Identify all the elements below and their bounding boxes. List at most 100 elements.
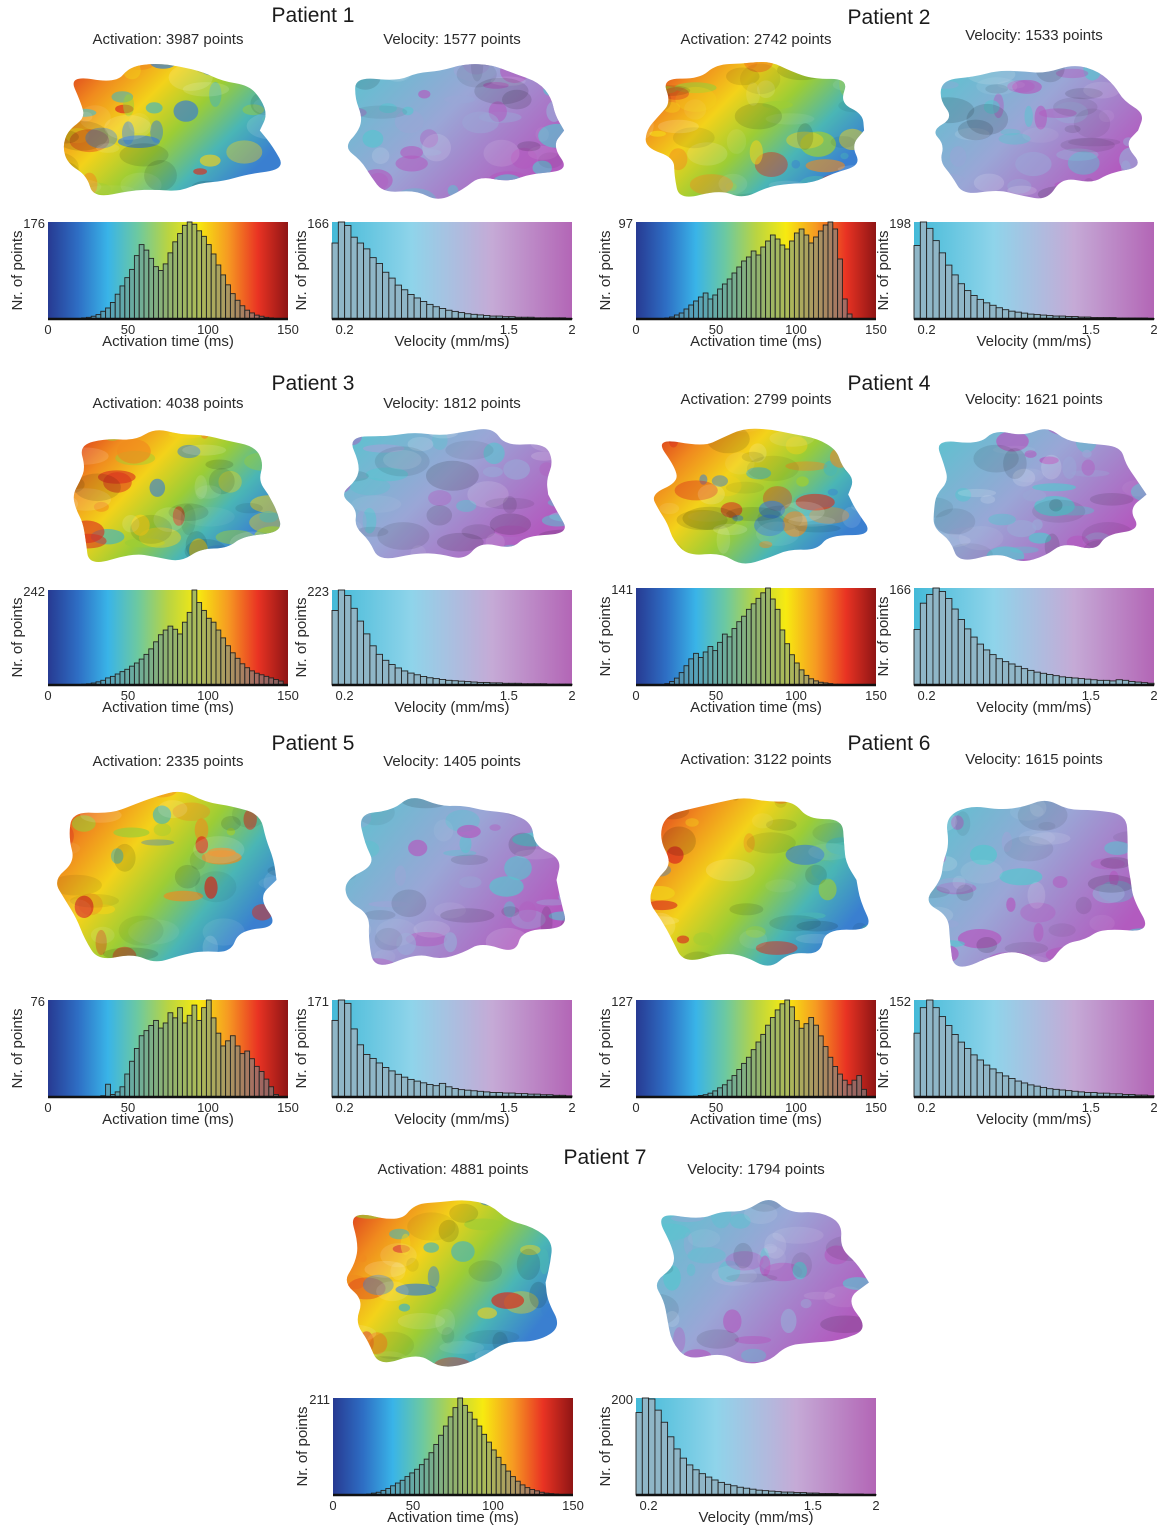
bar — [976, 643, 984, 686]
bar — [514, 1480, 521, 1496]
bar — [832, 228, 839, 320]
bar — [683, 665, 690, 686]
bar — [641, 1397, 650, 1496]
bar — [201, 609, 207, 686]
bar — [344, 595, 352, 686]
bar — [382, 659, 390, 686]
bar — [244, 667, 251, 686]
y-max-label: 166 — [307, 216, 329, 231]
bar — [741, 1062, 747, 1098]
bar — [755, 597, 762, 686]
bar — [481, 1433, 488, 1496]
bar — [1033, 1085, 1041, 1098]
bar — [951, 608, 959, 686]
bar — [413, 1080, 421, 1098]
patient-4-title: Patient 4 — [847, 372, 931, 395]
bar — [177, 1007, 183, 1098]
bar — [731, 628, 738, 686]
bar — [938, 252, 947, 320]
x-tick-label: 2 — [568, 688, 575, 703]
x-tick-label: 0 — [44, 1100, 51, 1115]
x-axis-label: Activation time (ms) — [690, 1111, 822, 1128]
bar — [813, 1024, 819, 1098]
bar — [769, 1017, 776, 1098]
patient-2-activation-label: Activation: 2742 points — [680, 31, 832, 48]
bar — [736, 266, 743, 320]
bar — [196, 1019, 203, 1098]
bar — [745, 1056, 752, 1098]
bar — [707, 646, 714, 686]
mesh-5-act-surface — [650, 798, 869, 966]
bar — [331, 242, 339, 320]
bar — [401, 1076, 409, 1098]
bar — [717, 288, 723, 320]
y-axis-label: Nr. of points — [875, 596, 892, 676]
mesh-6-vel-surface — [656, 1200, 869, 1364]
bar — [220, 274, 227, 320]
patient-1-velocity-label: Velocity: 1577 points — [383, 31, 521, 48]
y-axis-label: Nr. of points — [293, 1008, 310, 1088]
bar — [428, 1452, 435, 1496]
bar — [196, 230, 203, 320]
bar — [249, 1058, 255, 1098]
bar — [148, 648, 155, 686]
bar — [808, 242, 815, 320]
bar — [114, 673, 121, 686]
bar — [201, 235, 207, 320]
x-tick-label: 0 — [632, 688, 639, 703]
bar — [205, 244, 212, 320]
bar — [808, 1017, 815, 1098]
bar — [995, 1072, 1003, 1098]
bar — [105, 1083, 111, 1098]
bar — [765, 587, 771, 686]
patient-7-title: Patient 7 — [563, 1146, 647, 1169]
bar — [692, 1469, 700, 1496]
bar — [774, 608, 781, 686]
y-max-label: 171 — [307, 994, 329, 1009]
x-axis-label: Velocity (mm/ms) — [394, 333, 509, 350]
bar — [369, 1057, 377, 1098]
bar — [784, 248, 791, 320]
mesh-4-act-surface — [57, 791, 277, 962]
patient-1-activation-label: Activation: 3987 points — [92, 31, 244, 48]
bar — [438, 1434, 444, 1496]
x-tick-label: 50 — [709, 322, 723, 337]
bar — [239, 1053, 246, 1098]
bar — [253, 672, 260, 686]
x-tick-label: 50 — [121, 322, 135, 337]
bar — [162, 629, 169, 686]
bar — [705, 1476, 713, 1496]
bar — [220, 637, 227, 686]
bar — [419, 676, 428, 686]
patient-3-activation-label: Activation: 4038 points — [92, 395, 244, 412]
bar — [407, 1078, 415, 1098]
bar — [995, 658, 1003, 686]
bar — [162, 1022, 169, 1098]
patient-4-velocity-label: Velocity: 1621 points — [965, 391, 1103, 408]
bar — [648, 1398, 656, 1496]
bar — [765, 240, 771, 320]
x-tick-label: 100 — [197, 322, 219, 337]
bar — [263, 1078, 270, 1098]
bar — [375, 263, 383, 320]
patient-4-activation-map — [653, 428, 868, 564]
bar — [760, 592, 767, 686]
bar — [191, 1004, 198, 1098]
x-tick-label: 2 — [1150, 322, 1157, 337]
bar — [1046, 674, 1054, 686]
bar — [356, 1044, 365, 1098]
bar — [798, 669, 805, 686]
bar — [995, 307, 1003, 320]
bar — [162, 263, 169, 320]
bar — [660, 1421, 669, 1496]
bar — [976, 298, 984, 320]
bar — [731, 272, 738, 320]
bar — [736, 621, 743, 686]
bar — [394, 284, 402, 320]
